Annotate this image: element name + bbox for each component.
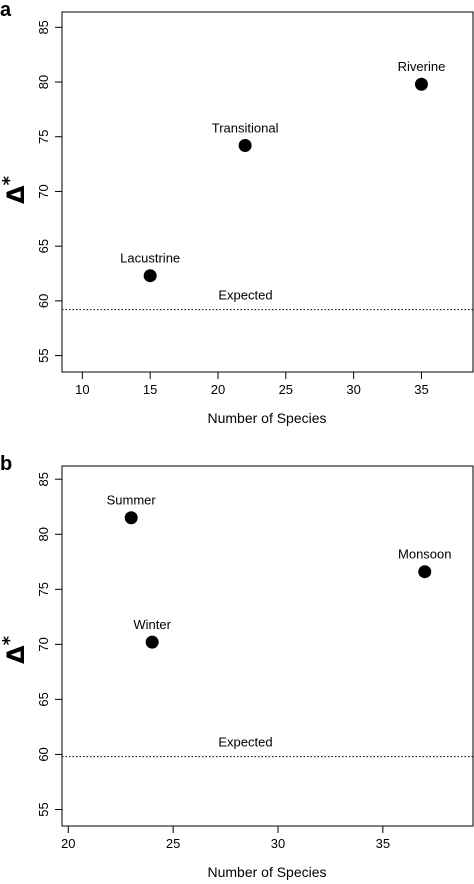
- panel-b-y-axis-title-text: Δ*: [0, 635, 30, 664]
- panel-a-y-tick-label: 70: [36, 184, 51, 198]
- panel-b-x-axis-title: Number of Species: [207, 864, 326, 880]
- panel-a-point-transitional: [238, 138, 252, 152]
- panel-b-point-winter: [145, 635, 159, 649]
- panel-b-y-tick-label: 80: [36, 527, 51, 541]
- panel-a-point-label-lacustrine: Lacustrine: [120, 251, 180, 266]
- panel-b-y-tick-label: 60: [36, 747, 51, 761]
- panel-b: b 20 25 30 35 55 60 65 70 75 80 85 Expected Summe…: [0, 453, 474, 880]
- panel-b-y-tick-label: 70: [36, 637, 51, 651]
- panel-b-point-label-summer: Summer: [107, 493, 157, 508]
- panel-a-y-tick-label: 75: [36, 130, 51, 144]
- panel-b-point-label-monsoon: Monsoon: [398, 547, 451, 562]
- panel-b-x-tick-label: 25: [166, 836, 180, 851]
- panel-a-y-axis: 55 60 65 70 75 80 85: [36, 20, 63, 363]
- panel-b-x-tick-label: 30: [271, 836, 285, 851]
- panel-a-x-tick-label: 20: [211, 382, 225, 397]
- panel-b-expected-label: Expected: [218, 735, 272, 750]
- panel-b-x-tick-label: 20: [61, 836, 75, 851]
- panel-b-point-summer: [124, 511, 138, 525]
- panel-a-point-riverine: [414, 77, 428, 91]
- panel-b-y-tick-label: 85: [36, 472, 51, 486]
- panel-a-point-label-riverine: Riverine: [398, 59, 446, 74]
- panel-a-point-label-transitional: Transitional: [212, 120, 279, 135]
- panel-b-y-axis-title: Δ*: [0, 635, 30, 664]
- panel-a-y-tick-label: 85: [36, 20, 51, 34]
- panel-a-x-tick-label: 25: [279, 382, 293, 397]
- panel-b-point-monsoon: [418, 565, 432, 579]
- panel-b-y-tick-label: 75: [36, 582, 51, 596]
- panel-a-y-tick-label: 65: [36, 239, 51, 253]
- panel-a-y-tick-label: 60: [36, 294, 51, 308]
- panel-a-x-tick-label: 35: [414, 382, 428, 397]
- panel-b-x-tick-label: 35: [376, 836, 390, 851]
- panel-a-y-axis-title: Δ*: [0, 175, 30, 204]
- panel-a-point-lacustrine: [143, 269, 157, 283]
- panel-b-y-axis: 55 60 65 70 75 80 85: [36, 472, 63, 817]
- panel-a-x-tick-label: 30: [346, 382, 360, 397]
- panel-b-y-tick-label: 55: [36, 802, 51, 816]
- panel-b-reference: Expected: [62, 735, 473, 758]
- panel-a-x-tick-label: 15: [143, 382, 157, 397]
- panel-b-y-tick-label: 65: [36, 692, 51, 706]
- panel-b-points: Summer Monsoon Winter: [107, 493, 452, 649]
- panel-a-points: Lacustrine Transitional Riverine: [120, 59, 446, 283]
- panel-b-letter: b: [0, 453, 12, 475]
- panel-a-y-tick-label: 80: [36, 75, 51, 89]
- panel-a-x-tick-label: 10: [75, 382, 89, 397]
- panel-b-x-axis: 20 25 30 35: [61, 825, 390, 851]
- panel-a-x-axis: 10 15 20 25 30 35: [75, 371, 429, 397]
- panel-a-letter: a: [0, 0, 12, 21]
- panel-a-reference: Expected: [62, 288, 473, 311]
- panel-b-plot-frame: [61, 465, 474, 827]
- panel-a-y-axis-title-text: Δ*: [0, 175, 30, 204]
- panel-a-expected-label: Expected: [218, 288, 272, 303]
- panel-a: a 10 15 20 25 30 35 55 60 65 70 75 80 85 Expected L…: [0, 0, 474, 426]
- panel-b-point-label-winter: Winter: [133, 617, 171, 632]
- panel-a-x-axis-title: Number of Species: [207, 410, 326, 426]
- panel-a-y-tick-label: 55: [36, 348, 51, 362]
